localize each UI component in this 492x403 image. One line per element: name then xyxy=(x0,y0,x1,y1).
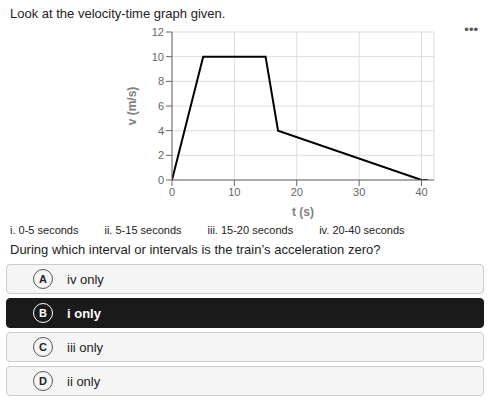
svg-text:10: 10 xyxy=(152,51,164,63)
html-text:iv only: iv only xyxy=(67,271,104,287)
svg-text:30: 30 xyxy=(353,186,365,198)
svg-text:v (m/s): v (m/s) xyxy=(125,87,139,126)
html-text:iii. 15-20 seconds: iii. 15-20 seconds xyxy=(207,224,294,236)
svg-text:10: 10 xyxy=(228,186,240,198)
html-text:B: B xyxy=(39,307,47,319)
html-text:i only: i only xyxy=(67,305,101,321)
svg-text:2: 2 xyxy=(158,149,164,161)
html-text:ii only: ii only xyxy=(67,373,101,389)
html-text:D: D xyxy=(39,375,47,387)
svg-text:8: 8 xyxy=(158,75,164,87)
html-text:i. 0-5 seconds: i. 0-5 seconds xyxy=(10,224,79,236)
html-text:ii. 5-15 seconds: ii. 5-15 seconds xyxy=(104,224,182,236)
svg-text:4: 4 xyxy=(158,125,164,137)
svg-text:12: 12 xyxy=(152,26,164,38)
svg-text:40: 40 xyxy=(415,186,427,198)
svg-text:t (s): t (s) xyxy=(292,205,314,219)
html-text:iii only: iii only xyxy=(67,339,104,355)
svg-text:0: 0 xyxy=(158,174,164,186)
svg-text:0: 0 xyxy=(169,186,175,198)
html-text:iv. 20-40 seconds: iv. 20-40 seconds xyxy=(319,224,405,236)
svg-text:6: 6 xyxy=(158,100,164,112)
svg-text:20: 20 xyxy=(291,186,303,198)
html-text:During which interval or inter: During which interval or intervals is th… xyxy=(10,242,381,257)
html-text:C: C xyxy=(39,341,47,353)
html-text:A: A xyxy=(39,273,47,285)
html-text:Look at the velocity-time grap: Look at the velocity-time graph given. xyxy=(10,6,226,21)
